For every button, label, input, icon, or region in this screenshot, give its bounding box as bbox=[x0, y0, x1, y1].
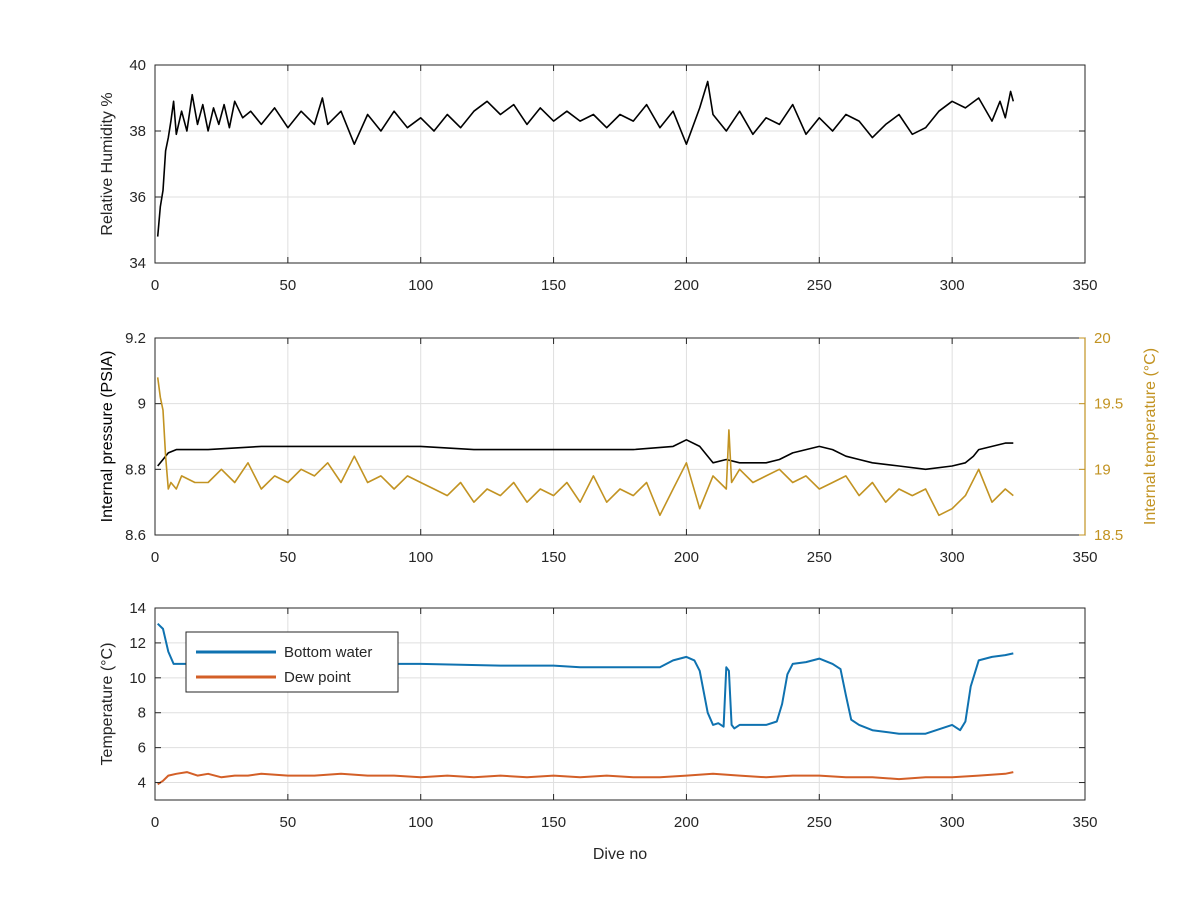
chart-1-y-tick-label-0: 34 bbox=[129, 255, 146, 272]
chart-3-panel: 0 50 100 150 200 250 300 350 4 6 8 10 12 14 Temperatur… bbox=[99, 600, 1098, 863]
chart-2-series-2-line bbox=[156, 377, 1014, 517]
chart-1-x-tick-label-1: 50 bbox=[280, 277, 297, 294]
chart-2-x-tick-label-5: 250 bbox=[807, 549, 832, 566]
chart-3-y-tick-label-5: 14 bbox=[129, 600, 146, 617]
chart-3-x-tick-label-0: 0 bbox=[151, 814, 159, 831]
chart-3-x-tick-label-7: 350 bbox=[1072, 814, 1097, 831]
chart-3-y-tick-label-3: 10 bbox=[129, 670, 146, 687]
chart-3-legend-label-2: Dew point bbox=[284, 669, 352, 686]
chart-2-y-axis-label: Internal pressure (PSIA) bbox=[99, 351, 116, 523]
chart-3-legend-label-1: Bottom water bbox=[284, 644, 372, 661]
chart-3-legend-box bbox=[185, 631, 399, 693]
chart-1-y-tick-label-3: 40 bbox=[129, 57, 146, 74]
chart-2-series-1-line bbox=[157, 439, 1014, 471]
chart-2-x-tick-label-4: 200 bbox=[674, 549, 699, 566]
chart-3-x-tick-label-4: 200 bbox=[674, 814, 699, 831]
chart-2-y-tick-label-2: 9 bbox=[138, 396, 146, 413]
chart-2-x-tick-label-2: 100 bbox=[408, 549, 433, 566]
chart-3-x-tick-label-2: 100 bbox=[408, 814, 433, 831]
chart-1-y-axis-label: Relative Humidity % bbox=[99, 92, 116, 235]
chart-1-x-tick-label-2: 100 bbox=[408, 277, 433, 294]
chart-3-x-tick-label-1: 50 bbox=[280, 814, 297, 831]
chart-3-axes-box bbox=[154, 607, 1086, 801]
chart-1-x-tick-label-6: 300 bbox=[940, 277, 965, 294]
chart-2-panel: 0 50 100 150 200 250 300 350 8.6 8.8 9 9.2 18.5 19 19.… bbox=[99, 330, 1159, 566]
chart-1-x-tick-label-7: 350 bbox=[1072, 277, 1097, 294]
chart-3-x-axis-label: Dive no bbox=[593, 846, 647, 863]
chart-3-series-2-line bbox=[157, 771, 1014, 786]
chart-2-plot-area bbox=[155, 338, 1085, 535]
chart-1-x-tick-label-0: 0 bbox=[151, 277, 159, 294]
chart-2-y2-axis-label: Internal temperature (°C) bbox=[1142, 348, 1159, 525]
chart-2-y-tick-label-0: 8.6 bbox=[125, 527, 146, 544]
chart-2-y2-tick-label-0: 18.5 bbox=[1094, 527, 1123, 544]
chart-1-axes-box bbox=[154, 64, 1086, 264]
chart-3-x-tick-label-5: 250 bbox=[807, 814, 832, 831]
chart-3-y-tick-label-2: 8 bbox=[138, 705, 146, 722]
chart-2-y2-tick-label-2: 19.5 bbox=[1094, 396, 1123, 413]
chart-2-x-tick-label-6: 300 bbox=[940, 549, 965, 566]
chart-2-y-tick-label-1: 8.8 bbox=[125, 461, 146, 478]
chart-1-x-tick-label-3: 150 bbox=[541, 277, 566, 294]
chart-2-y2-tick-label-1: 19 bbox=[1094, 461, 1111, 478]
chart-2-x-tick-label-0: 0 bbox=[151, 549, 159, 566]
chart-3-y-tick-label-1: 6 bbox=[138, 740, 146, 757]
chart-3-x-tick-label-6: 300 bbox=[940, 814, 965, 831]
chart-1-panel: 0 50 100 150 200 250 300 350 34 36 38 40 Relative Hu… bbox=[99, 57, 1098, 294]
chart-2-x-tick-label-7: 350 bbox=[1072, 549, 1097, 566]
chart-2-y2-tick-label-3: 20 bbox=[1094, 330, 1111, 347]
chart-3-y-tick-label-0: 4 bbox=[138, 775, 146, 792]
chart-2-x-tick-label-3: 150 bbox=[541, 549, 566, 566]
chart-1-y-tick-label-2: 38 bbox=[129, 123, 146, 140]
chart-3-legend: Bottom water Dew point bbox=[185, 631, 399, 693]
chart-3-y-tick-label-4: 12 bbox=[129, 635, 146, 652]
chart-2-y-tick-label-3: 9.2 bbox=[125, 330, 146, 347]
chart-1-plot-area bbox=[155, 65, 1085, 263]
chart-1-x-tick-label-5: 250 bbox=[807, 277, 832, 294]
chart-1-series-1-line bbox=[156, 80, 1015, 237]
chart-3-y-axis-label: Temperature (°C) bbox=[99, 643, 116, 766]
chart-2-x-tick-label-1: 50 bbox=[280, 549, 297, 566]
chart-1-y-tick-label-1: 36 bbox=[129, 189, 146, 206]
chart-3-x-tick-label-3: 150 bbox=[541, 814, 566, 831]
chart-1-x-tick-label-4: 200 bbox=[674, 277, 699, 294]
